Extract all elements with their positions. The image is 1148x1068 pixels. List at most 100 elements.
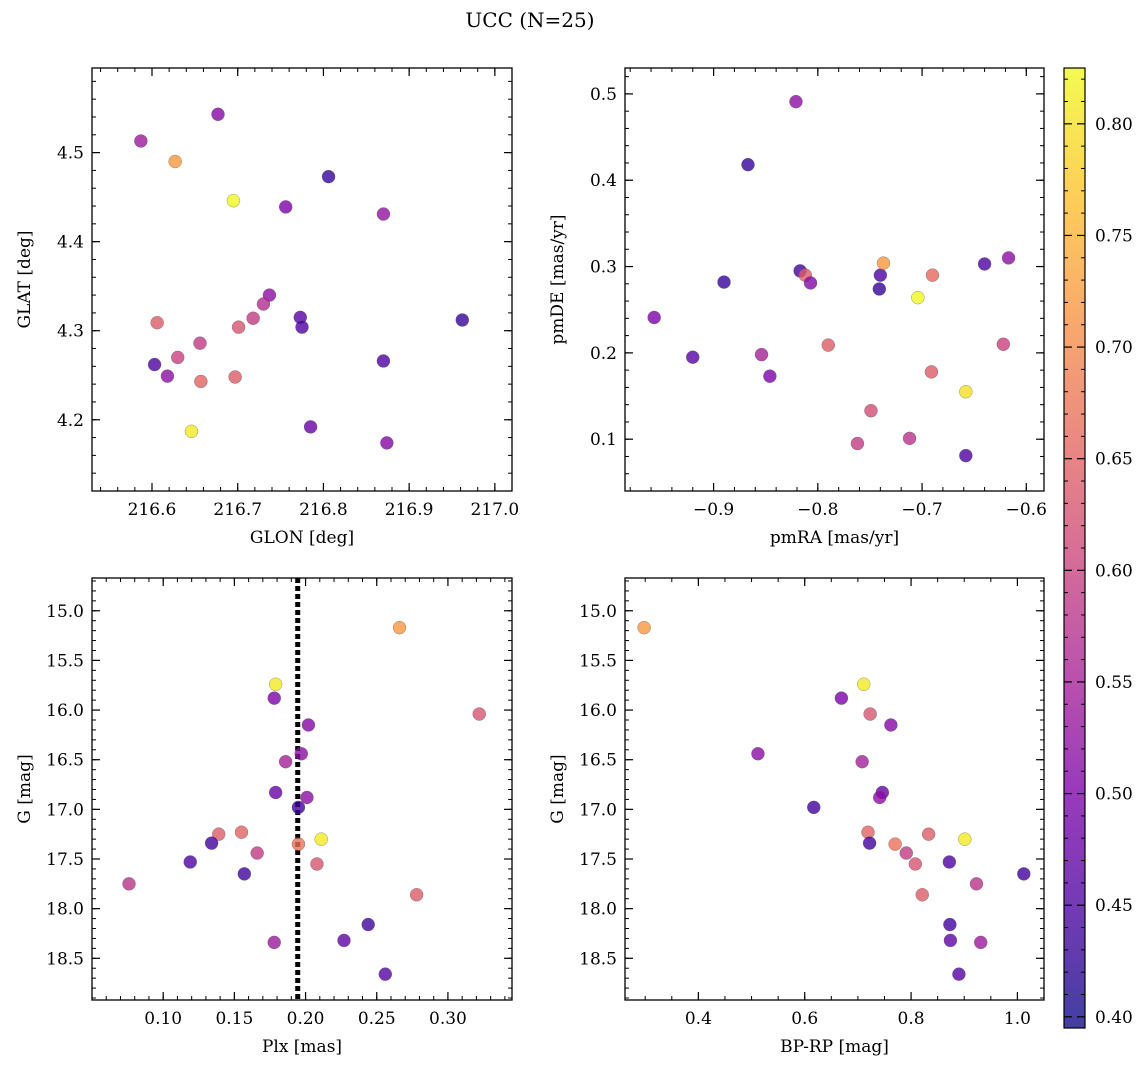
x-tick-label: 216.6 xyxy=(128,500,177,520)
ticks: 0.10 0.15 0.20 0.25 0.30 15.0 15.5 16.0 16.5 17.0… xyxy=(46,578,512,1029)
scatter-point xyxy=(376,354,391,368)
x-tick-label: 0.15 xyxy=(215,1009,253,1029)
scatter-point xyxy=(855,754,869,769)
scatter-point xyxy=(751,747,765,761)
colorbar: 0.40 0.45 0.50 0.55 0.60 0.65 0.70 0.75 0.80 xyxy=(1063,67,1133,1029)
scatter-point xyxy=(376,207,391,221)
scatter-point xyxy=(170,350,185,365)
axes-frame xyxy=(624,577,1045,1001)
x-axis-label: BP-RP [mag] xyxy=(780,1037,889,1057)
scatter-point xyxy=(763,369,777,383)
y-tick-label: 18.0 xyxy=(579,900,617,920)
scatter-point xyxy=(337,933,351,948)
y-axis-label: GLAT [deg] xyxy=(15,230,35,328)
scatter-point xyxy=(959,448,973,463)
y-tick-label: 18.5 xyxy=(46,949,84,969)
scatter-points xyxy=(647,94,1016,463)
y-tick-label: 4.3 xyxy=(57,322,84,342)
scatter-point xyxy=(268,677,283,691)
scatter-point xyxy=(231,320,246,334)
colorbar-tick-label: 0.50 xyxy=(1095,785,1133,805)
scatter-point xyxy=(294,747,309,761)
y-tick-label: 0.4 xyxy=(590,171,617,191)
figure-title: UCC (N=25) xyxy=(465,8,594,32)
scatter-point xyxy=(300,790,314,805)
scatter-point xyxy=(717,275,731,289)
scatter-point xyxy=(194,374,208,389)
scatter-point xyxy=(873,268,888,282)
scatter-point xyxy=(915,887,929,902)
colorbar-gradient xyxy=(1064,68,1085,1028)
scatter-point xyxy=(310,857,324,871)
x-axis-label: Plx [mas] xyxy=(262,1037,342,1057)
x-tick-label: 0.20 xyxy=(287,1009,325,1029)
scatter-point xyxy=(821,338,835,352)
y-tick-label: 0.1 xyxy=(590,430,617,450)
scatter-point xyxy=(863,707,877,721)
scatter-point xyxy=(754,347,769,362)
scatter-point xyxy=(1017,867,1031,881)
scatter-point xyxy=(872,282,887,296)
scatter-point xyxy=(973,935,988,950)
ticks: 216.6 216.7 216.8 216.9 217.0 4.2 4.3 4.4 4.5 xyxy=(57,68,519,520)
scatter-point xyxy=(921,827,936,841)
y-tick-label: 17.0 xyxy=(46,800,84,820)
x-tick-label: 1.0 xyxy=(1004,1009,1031,1029)
scatter-point xyxy=(876,256,891,270)
colorbar-tick-label: 0.70 xyxy=(1095,338,1133,358)
pmra-pmde-panel: −0.9 −0.8 −0.7 −0.6 0.1 0.2 0.3 0.4 0.5 pmRA [mas… xyxy=(548,67,1047,548)
scatter-point xyxy=(267,935,281,950)
scatter-point xyxy=(996,337,1011,351)
y-tick-label: 0.2 xyxy=(590,344,617,364)
scatter-point xyxy=(291,800,306,815)
y-tick-label: 16.0 xyxy=(579,701,617,721)
bprp-g-panel: 0.4 0.6 0.8 1.0 15.0 15.5 16.0 16.5 17.0 17.5 18.0… xyxy=(548,577,1045,1057)
scatter-point xyxy=(899,846,914,860)
scatter-point xyxy=(168,154,182,169)
axes-frame xyxy=(91,577,513,1001)
scatter-point xyxy=(969,877,984,891)
y-tick-label: 15.0 xyxy=(579,602,617,622)
x-tick-label: 0.6 xyxy=(791,1009,818,1029)
scatter-point xyxy=(267,691,281,705)
scatter-point xyxy=(943,933,958,948)
scatter-point xyxy=(291,837,306,851)
scatter-point xyxy=(211,827,226,841)
scatter-point xyxy=(803,276,818,290)
scatter-point xyxy=(908,857,923,871)
scatter-point xyxy=(256,297,271,311)
x-tick-label: 0.25 xyxy=(358,1009,396,1029)
scatter-point xyxy=(409,887,424,902)
scatter-point xyxy=(193,336,207,350)
scatter-point xyxy=(958,832,972,846)
y-tick-label: 0.3 xyxy=(590,258,617,278)
y-tick-label: 17.5 xyxy=(46,850,84,870)
x-axis-label: GLON [deg] xyxy=(250,528,354,548)
x-tick-label: −0.7 xyxy=(901,500,942,520)
scatter-point xyxy=(380,436,394,450)
scatter-point xyxy=(204,836,219,850)
colorbar-tick-label: 0.40 xyxy=(1095,1008,1133,1028)
y-tick-label: 15.5 xyxy=(46,651,84,671)
scatter-point xyxy=(977,257,992,271)
scatter-point xyxy=(134,134,148,148)
x-tick-label: 0.30 xyxy=(429,1009,467,1029)
scatter-point xyxy=(925,268,940,282)
y-tick-label: 4.4 xyxy=(57,233,84,253)
scatter-point xyxy=(864,403,878,418)
scatter-point xyxy=(862,836,877,850)
y-tick-label: 18.0 xyxy=(46,900,84,920)
colorbar-tick-label: 0.45 xyxy=(1095,896,1133,916)
scatter-point xyxy=(789,94,803,109)
scatter-point xyxy=(301,718,316,732)
axes-frame xyxy=(624,67,1045,492)
scatter-point xyxy=(184,424,199,439)
scatter-points xyxy=(637,620,1031,981)
scatter-point xyxy=(278,754,293,769)
scatter-point xyxy=(278,200,293,214)
x-tick-label: 0.10 xyxy=(144,1009,182,1029)
x-tick-label: 216.8 xyxy=(299,500,348,520)
scatter-point xyxy=(856,677,871,691)
ticks: −0.9 −0.8 −0.7 −0.6 0.1 0.2 0.3 0.4 0.5 xyxy=(590,68,1047,520)
